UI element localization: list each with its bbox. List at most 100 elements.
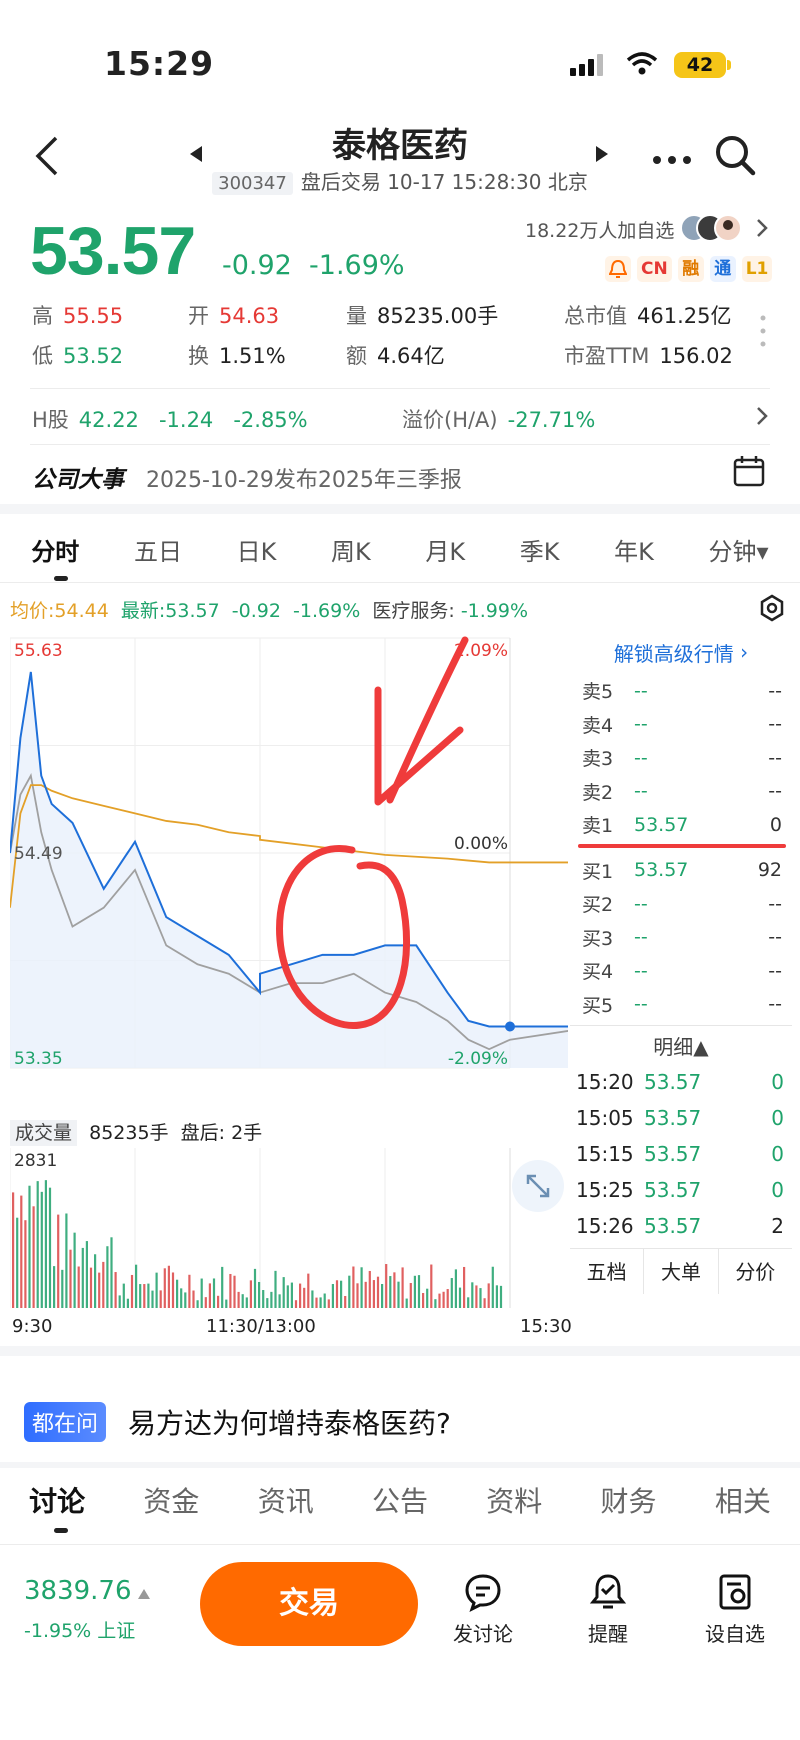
more-icon[interactable]	[652, 150, 692, 169]
chat-icon	[465, 1574, 501, 1612]
intraday-chart[interactable]: 55.63 53.35 54.49 2.09% 0.00% -2.09%	[9, 630, 573, 1108]
prev-stock-icon[interactable]	[190, 146, 202, 166]
volume-chart[interactable]: 2831	[9, 1148, 568, 1310]
tab-minute[interactable]: 分钟▾	[708, 538, 769, 566]
tab-funds[interactable]: 资金	[143, 1485, 200, 1518]
bell-icon[interactable]	[605, 256, 631, 282]
volume-bar	[376, 1276, 380, 1308]
tag-level1[interactable]: L1	[741, 256, 773, 282]
unlock-advanced-link[interactable]: 解锁高级行情 ›	[613, 640, 749, 666]
volume-bar	[233, 1275, 236, 1308]
bid-label: 买2	[582, 894, 614, 917]
chevron-right-icon[interactable]	[756, 218, 768, 242]
settings-icon[interactable]	[758, 594, 786, 626]
calendar-icon[interactable]	[732, 454, 766, 492]
tag-connect[interactable]: 通	[709, 256, 736, 282]
qa-question[interactable]: 易方达为何增持泰格医药?	[128, 1407, 451, 1440]
tab-financials[interactable]: 财务	[600, 1485, 657, 1518]
detail-time: 15:15	[576, 1142, 634, 1166]
volume-bar	[426, 1288, 429, 1308]
content-tab-underline	[54, 1528, 68, 1533]
alert-button[interactable]: 提醒	[553, 1572, 663, 1647]
tab-intraday[interactable]: 分时	[31, 538, 80, 566]
follower-avatars[interactable]	[680, 212, 750, 248]
chevron-right-icon[interactable]	[756, 406, 768, 430]
tab-related[interactable]: 相关	[714, 1485, 771, 1518]
sector-line	[9, 773, 573, 1051]
tab-discussion[interactable]: 讨论	[29, 1485, 86, 1518]
volume-bar	[417, 1275, 421, 1308]
volume-bar	[274, 1270, 277, 1308]
volume-header: 成交量 85235手 盘后: 2手	[10, 1118, 262, 1146]
events-text[interactable]: 2025-10-29发布2025年三季报	[146, 468, 462, 493]
volume-bar	[307, 1273, 310, 1308]
ask-row: 卖1 53.57 0	[570, 808, 792, 842]
h-share-row[interactable]: H股 42.22 -1.24 -2.85%	[32, 408, 308, 432]
tab-price-dist[interactable]: 分价	[735, 1260, 776, 1284]
tab-yearly-k[interactable]: 年K	[614, 538, 654, 566]
volume-bar	[360, 1267, 363, 1308]
bid-price: --	[634, 926, 648, 949]
volume-bar	[266, 1298, 269, 1308]
wifi-icon	[626, 52, 658, 80]
volume-bar	[286, 1285, 289, 1308]
tag-margin[interactable]: 融	[677, 256, 704, 282]
trade-button[interactable]: 交易	[200, 1562, 418, 1646]
avg-price-line	[9, 784, 573, 908]
volume-bar	[372, 1280, 375, 1308]
followers-count[interactable]: 18.22万人加自选	[525, 220, 675, 242]
detail-price: 53.57	[644, 1106, 702, 1130]
chart-canvas[interactable]: 55.63 53.35 54.49 2.09% 0.00% -2.09%	[9, 630, 573, 1108]
search-icon[interactable]	[714, 134, 756, 180]
section-separator	[0, 504, 800, 514]
price-change: -0.92 -1.69%	[222, 250, 405, 281]
bid-price: --	[634, 959, 648, 982]
tab-quarterly-k[interactable]: 季K	[519, 538, 560, 566]
bid-qty: --	[768, 993, 782, 1016]
tab-five-level[interactable]: 五档	[570, 1249, 645, 1294]
tab-announcements[interactable]: 公告	[371, 1485, 428, 1518]
volume-bar	[438, 1293, 441, 1308]
volume-bar	[184, 1292, 187, 1308]
alert-bell-icon	[589, 1574, 627, 1609]
volume-bar	[495, 1285, 498, 1308]
detail-title[interactable]: 明细▲	[653, 1034, 709, 1059]
tab-daily-k[interactable]: 日K	[236, 538, 277, 566]
vertical-dots-icon[interactable]	[760, 314, 766, 352]
label-max: 55.63	[14, 641, 63, 661]
bid-label: 买5	[582, 994, 614, 1017]
index-change: -1.95% 上证	[24, 1620, 136, 1642]
expand-icon[interactable]	[512, 1160, 564, 1212]
tab-profile[interactable]: 资料	[486, 1485, 543, 1518]
bid-qty: --	[768, 892, 782, 915]
volume-bar	[278, 1294, 281, 1308]
index-value[interactable]: 3839.76	[24, 1576, 132, 1606]
volume-bar	[130, 1274, 134, 1308]
label-pct-top: 2.09%	[454, 641, 508, 661]
tab-weekly-k[interactable]: 周K	[330, 538, 371, 566]
volume-bar	[294, 1300, 298, 1308]
detail-price: 53.57	[644, 1178, 702, 1202]
volume-bar	[237, 1291, 240, 1308]
volume-bar	[122, 1283, 125, 1308]
volume-bar	[89, 1267, 93, 1308]
ask-qty: 0	[769, 813, 782, 836]
volume-bar	[282, 1277, 285, 1308]
post-discussion-button[interactable]: 发讨论	[428, 1572, 538, 1647]
tag-cn[interactable]: CN	[637, 256, 672, 282]
tab-news[interactable]: 资讯	[257, 1485, 314, 1518]
volume-bar	[241, 1294, 244, 1308]
detail-time: 15:20	[576, 1070, 634, 1094]
status-time: 15:29	[104, 44, 215, 83]
tab-big-order[interactable]: 大单	[644, 1249, 719, 1294]
tab-underline	[54, 576, 68, 581]
tab-five-day[interactable]: 五日	[133, 538, 182, 566]
add-watchlist-button[interactable]: 设自选	[680, 1572, 790, 1647]
tab-monthly-k[interactable]: 月K	[425, 538, 466, 566]
back-icon[interactable]	[34, 136, 60, 180]
volume-bar	[401, 1267, 404, 1308]
feature-tags: CN 融 通 L1	[605, 256, 773, 282]
volume-bar	[44, 1180, 47, 1308]
next-stock-icon[interactable]	[596, 146, 608, 166]
divider	[0, 582, 800, 583]
